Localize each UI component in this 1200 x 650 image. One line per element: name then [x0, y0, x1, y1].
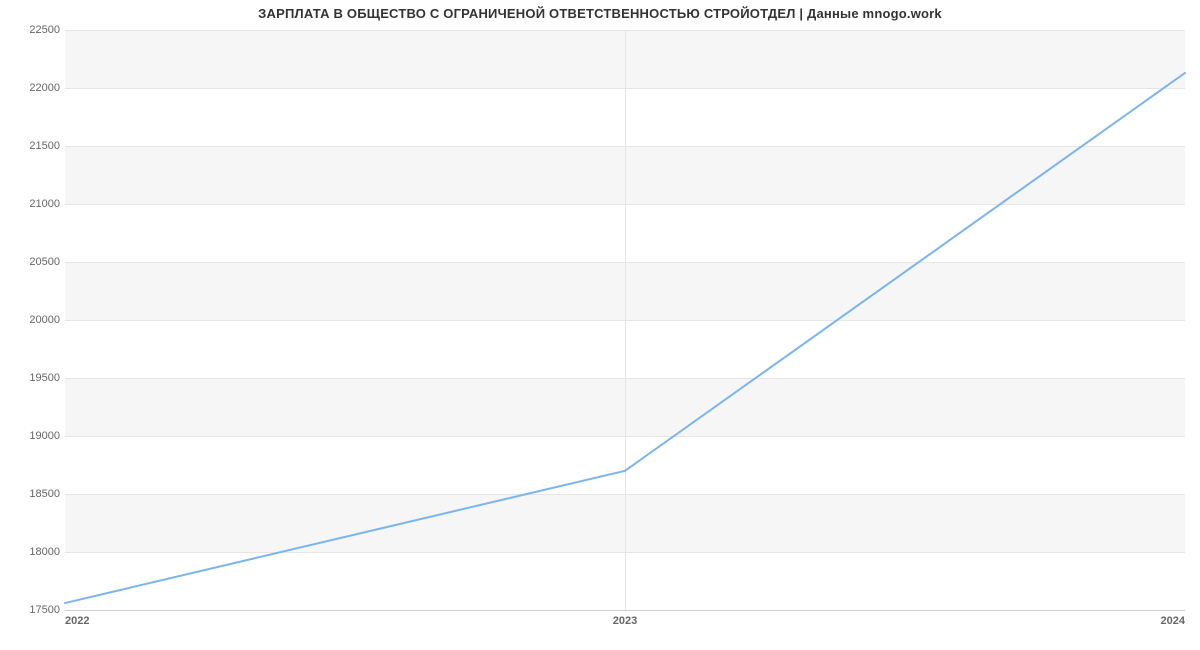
y-tick-label: 21000: [10, 198, 60, 210]
y-tick-label: 20000: [10, 314, 60, 326]
chart-title: ЗАРПЛАТА В ОБЩЕСТВО С ОГРАНИЧЕНОЙ ОТВЕТС…: [0, 6, 1200, 21]
plot-area: [65, 30, 1185, 610]
y-tick-label: 19500: [10, 372, 60, 384]
y-tick-label: 17500: [10, 604, 60, 616]
y-tick-label: 22000: [10, 82, 60, 94]
x-axis-line: [65, 610, 1185, 611]
y-tick-label: 18000: [10, 546, 60, 558]
x-tick-label: 2023: [613, 615, 637, 627]
y-tick-label: 19000: [10, 430, 60, 442]
x-tick-label: 2024: [1161, 615, 1185, 627]
y-tick-label: 22500: [10, 24, 60, 36]
line-layer: [65, 30, 1185, 610]
y-tick-label: 18500: [10, 488, 60, 500]
salary-line-chart: ЗАРПЛАТА В ОБЩЕСТВО С ОГРАНИЧЕНОЙ ОТВЕТС…: [0, 0, 1200, 650]
y-tick-label: 20500: [10, 256, 60, 268]
series-line-salary: [65, 73, 1185, 603]
x-tick-label: 2022: [65, 615, 89, 627]
y-tick-label: 21500: [10, 140, 60, 152]
